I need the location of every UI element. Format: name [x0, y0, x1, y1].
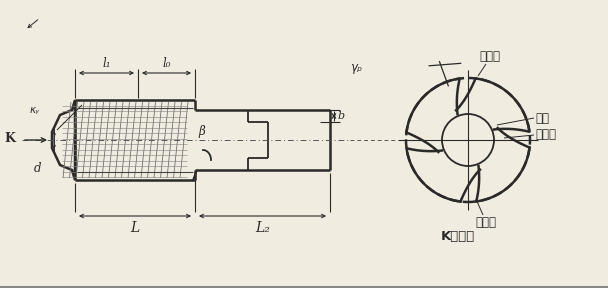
Text: 芯部: 芯部 [535, 111, 549, 124]
Text: γₚ: γₚ [350, 62, 362, 75]
Text: K向放大: K向放大 [441, 230, 475, 243]
Bar [52, 102, 190, 178]
Text: κᵧ: κᵧ [30, 105, 40, 115]
Text: 后刀面: 后刀面 [480, 50, 500, 63]
Text: K: K [5, 132, 15, 145]
Text: l₁: l₁ [102, 57, 111, 70]
Text: L: L [130, 221, 140, 235]
Text: 容屑槽: 容屑槽 [475, 216, 497, 229]
Text: β: β [199, 126, 206, 139]
Text: L₂: L₂ [255, 221, 270, 235]
Text: 前刀面: 前刀面 [535, 128, 556, 141]
Text: b: b [338, 111, 345, 121]
Text: l₀: l₀ [162, 57, 171, 70]
Text: d: d [34, 162, 42, 175]
